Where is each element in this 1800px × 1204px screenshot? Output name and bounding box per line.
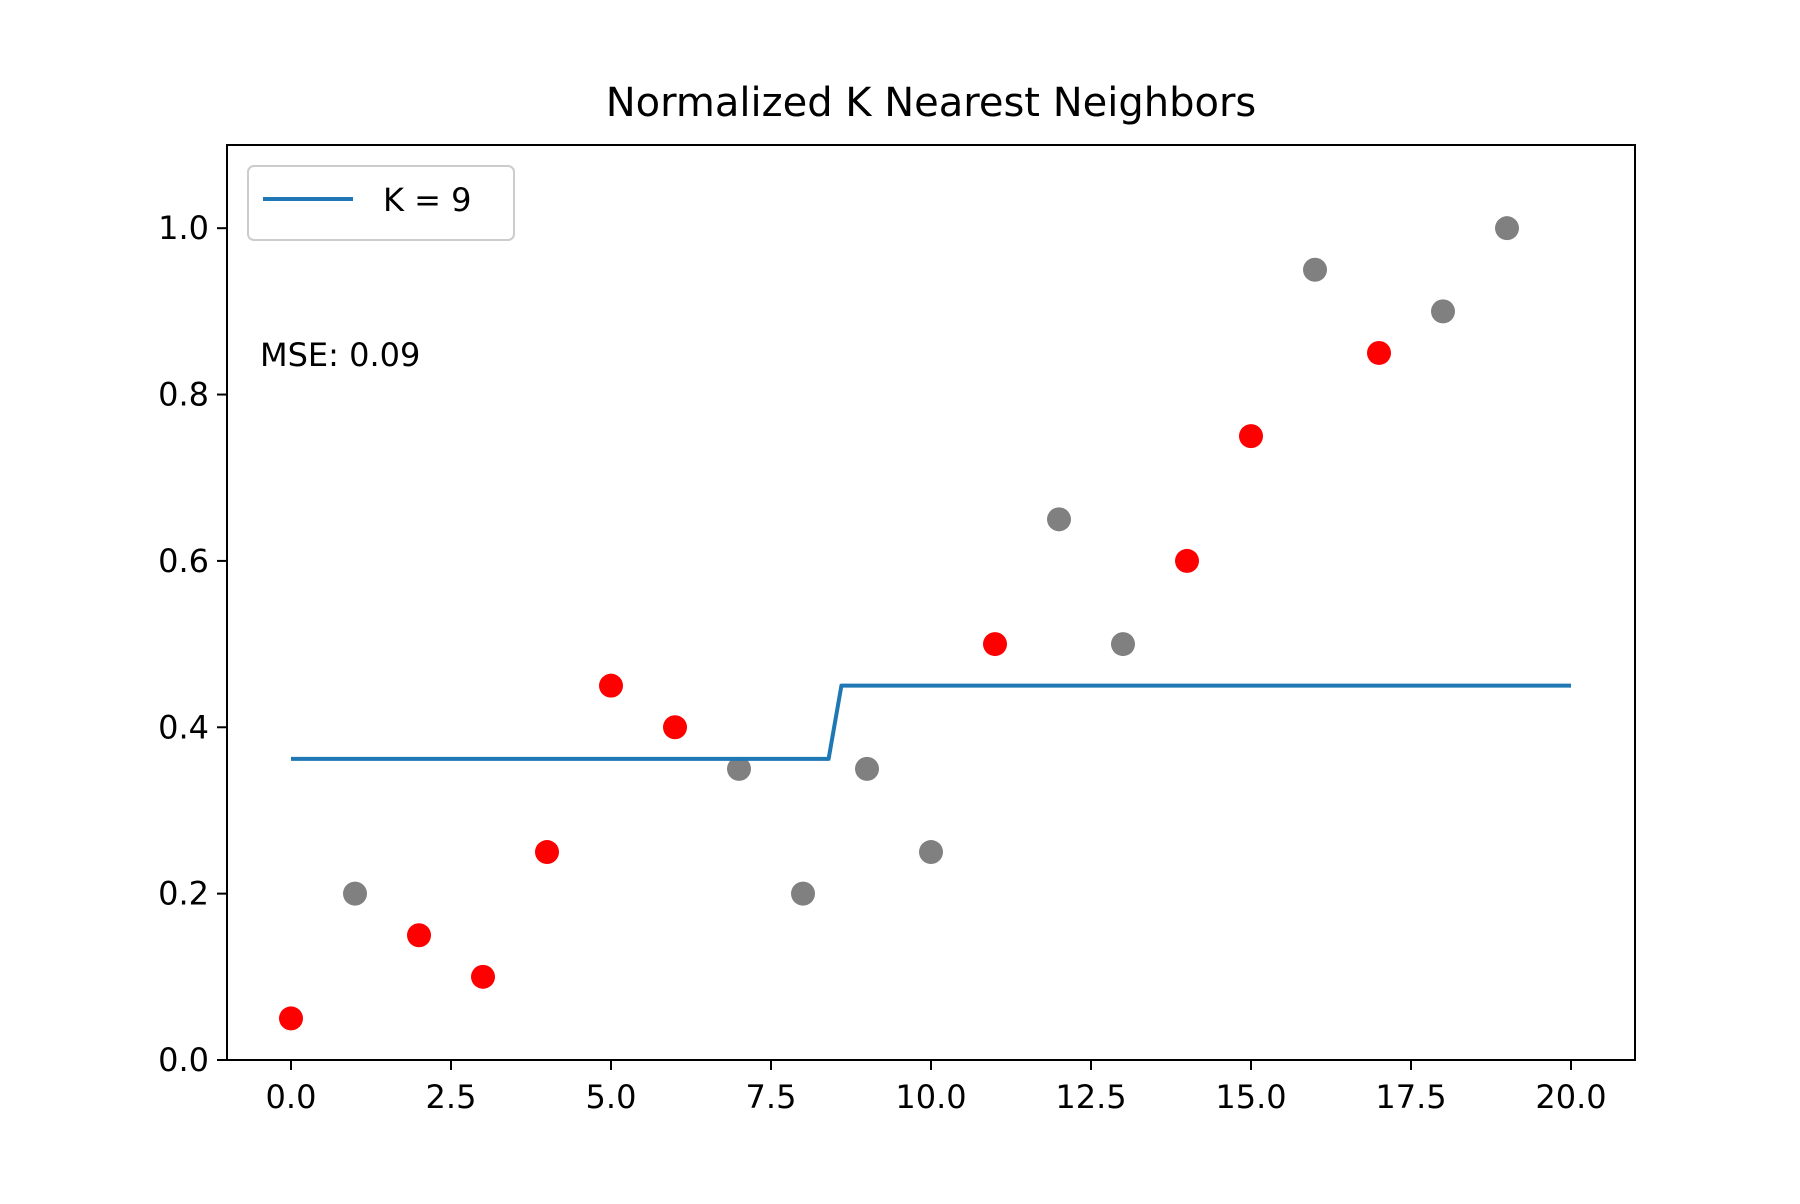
x-tick-label: 10.0 bbox=[895, 1078, 966, 1116]
data-point bbox=[1047, 507, 1071, 532]
x-tick-label: 20.0 bbox=[1535, 1078, 1606, 1116]
data-point bbox=[1303, 257, 1327, 282]
y-tick-label: 0.0 bbox=[158, 1041, 209, 1079]
legend-label: K = 9 bbox=[383, 181, 472, 219]
data-point bbox=[1239, 424, 1263, 449]
x-axis: 0.0 2.5 5.0 7.5 10.0 12.5 15.0 17.5 20.0 bbox=[266, 1060, 1607, 1116]
x-tick-label: 15.0 bbox=[1215, 1078, 1286, 1116]
data-point bbox=[1495, 216, 1519, 241]
data-point bbox=[1367, 340, 1391, 365]
x-tick-label: 0.0 bbox=[266, 1078, 317, 1116]
y-axis: 0.0 0.2 0.4 0.6 0.8 1.0 bbox=[158, 209, 227, 1079]
plot-frame bbox=[226, 144, 1636, 1061]
data-point bbox=[279, 1006, 303, 1031]
x-tick-label: 12.5 bbox=[1055, 1078, 1126, 1116]
data-point bbox=[855, 756, 879, 781]
data-point bbox=[663, 715, 687, 740]
data-point bbox=[1431, 299, 1455, 324]
y-tick-label: 0.4 bbox=[158, 708, 209, 746]
y-tick-label: 0.8 bbox=[158, 376, 209, 414]
legend: K = 9 bbox=[247, 165, 515, 241]
knn-prediction-line bbox=[291, 683, 1571, 761]
data-point bbox=[1111, 632, 1135, 657]
x-tick-label: 7.5 bbox=[746, 1078, 797, 1116]
data-point bbox=[919, 840, 943, 865]
data-point bbox=[727, 756, 751, 781]
x-tick-label: 5.0 bbox=[586, 1078, 637, 1116]
y-tick-label: 0.2 bbox=[158, 875, 209, 913]
x-tick-label: 2.5 bbox=[426, 1078, 477, 1116]
data-point bbox=[791, 881, 815, 906]
data-point bbox=[343, 881, 367, 906]
y-tick-label: 0.6 bbox=[158, 542, 209, 580]
data-point bbox=[599, 673, 623, 698]
chart-title: Normalized K Nearest Neighbors bbox=[606, 80, 1257, 126]
data-point bbox=[983, 632, 1007, 657]
data-point bbox=[535, 840, 559, 865]
x-tick-label: 17.5 bbox=[1375, 1078, 1446, 1116]
data-point bbox=[471, 964, 495, 989]
y-tick-label: 1.0 bbox=[158, 209, 209, 247]
plot-area bbox=[279, 216, 1571, 1031]
mse-annotation: MSE: 0.09 bbox=[260, 336, 420, 374]
legend-box bbox=[247, 165, 515, 241]
data-point bbox=[407, 923, 431, 948]
data-point bbox=[1175, 548, 1199, 573]
